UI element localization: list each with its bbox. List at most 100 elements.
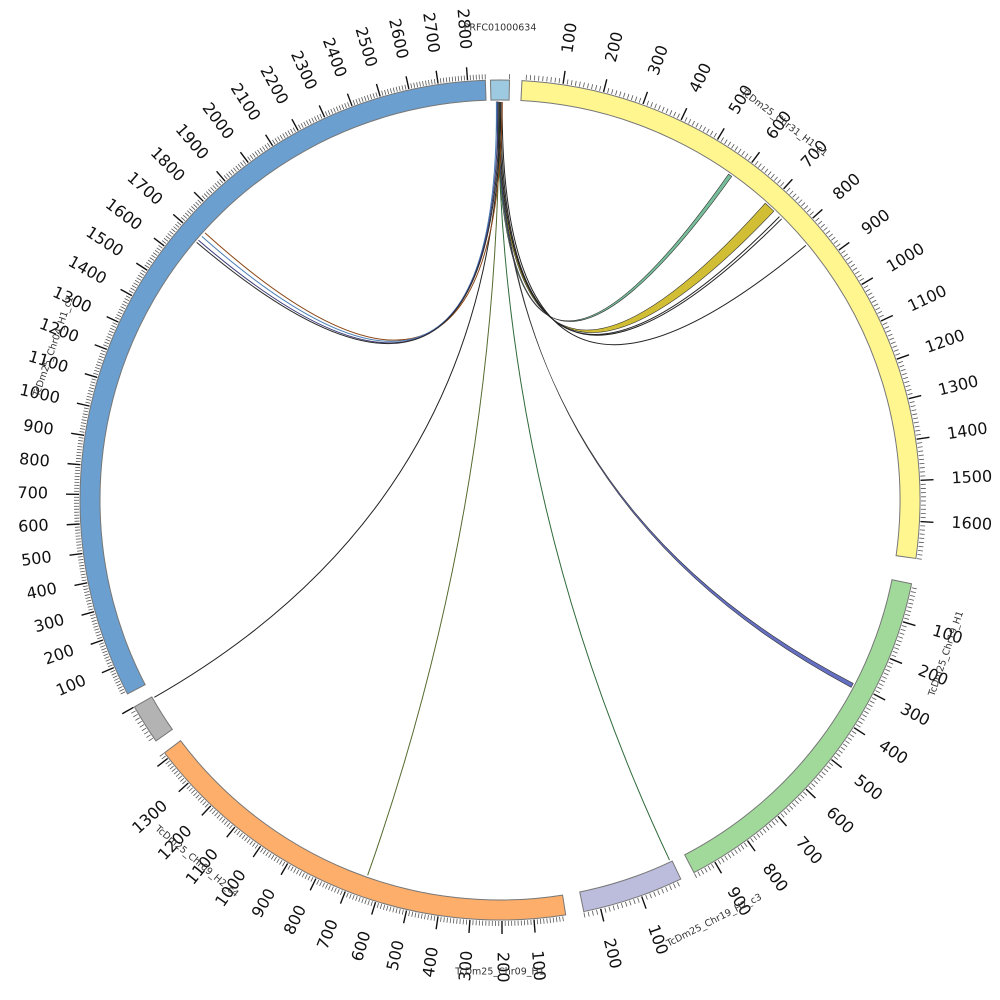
segment-4 bbox=[163, 740, 567, 921]
tick-label: 1300 bbox=[936, 371, 980, 399]
major-tick bbox=[861, 277, 874, 286]
major-tick bbox=[74, 582, 88, 587]
major-tick bbox=[468, 919, 471, 933]
link-10 bbox=[201, 102, 497, 342]
major-tick bbox=[880, 314, 894, 322]
tick-label: 1700 bbox=[123, 168, 166, 209]
tick-label: 800 bbox=[280, 902, 310, 938]
major-tick bbox=[172, 213, 184, 224]
tick-label: 2400 bbox=[319, 35, 351, 80]
major-tick bbox=[81, 611, 95, 616]
link-1 bbox=[497, 101, 775, 333]
major-tick bbox=[680, 107, 688, 121]
tick-label: 2100 bbox=[227, 80, 265, 125]
minor-ticks-2 bbox=[694, 587, 917, 879]
major-tick bbox=[280, 863, 289, 876]
major-tick bbox=[599, 908, 605, 922]
major-tick bbox=[716, 128, 725, 140]
tick-label: 1200 bbox=[922, 325, 967, 357]
major-tick bbox=[94, 344, 108, 351]
major-tick bbox=[346, 93, 353, 107]
major-tick bbox=[777, 815, 788, 827]
segment-0 bbox=[489, 79, 511, 101]
major-tick bbox=[602, 79, 608, 93]
major-tick bbox=[264, 134, 274, 147]
segment-1 bbox=[520, 80, 921, 560]
major-tick bbox=[135, 262, 148, 271]
major-tick bbox=[812, 208, 823, 219]
tick-label: 100 bbox=[528, 950, 549, 982]
major-tick bbox=[339, 891, 346, 904]
tick-label: 2000 bbox=[199, 99, 239, 143]
major-tick bbox=[71, 432, 85, 436]
major-tick bbox=[90, 639, 104, 645]
tick-label: 300 bbox=[32, 610, 66, 636]
major-tick bbox=[121, 706, 134, 715]
major-tick bbox=[920, 479, 934, 482]
link-12 bbox=[196, 102, 500, 345]
major-tick bbox=[902, 621, 916, 627]
tick-label: 200 bbox=[600, 936, 626, 970]
tick-label: 2600 bbox=[385, 17, 412, 61]
major-tick bbox=[375, 83, 381, 97]
segment-6 bbox=[79, 79, 487, 695]
segment-label: TcDm25_Chr09_H1 bbox=[454, 967, 544, 978]
tick-label: 1000 bbox=[883, 239, 928, 276]
major-tick bbox=[67, 462, 81, 466]
major-tick bbox=[156, 757, 169, 767]
major-tick bbox=[714, 861, 723, 874]
tick-label: 600 bbox=[347, 929, 374, 964]
major-tick bbox=[920, 520, 934, 523]
major-tick bbox=[853, 727, 866, 736]
major-tick bbox=[805, 788, 816, 799]
tick-label: 200 bbox=[494, 952, 513, 983]
major-tick bbox=[838, 241, 850, 251]
segment-label: TcDm25_Chr19_H2_c3 bbox=[664, 892, 764, 950]
major-tick bbox=[642, 91, 649, 105]
major-tick bbox=[153, 237, 165, 247]
link-9 bbox=[204, 102, 503, 341]
tick-label: 700 bbox=[313, 917, 342, 952]
tick-label: 400 bbox=[419, 946, 442, 979]
major-tick bbox=[908, 394, 922, 400]
major-tick bbox=[309, 878, 317, 891]
tick-label: 900 bbox=[248, 885, 280, 921]
major-tick bbox=[783, 178, 793, 190]
link-2 bbox=[498, 101, 780, 335]
segment-label: TcDm25_Chr31_H1_c1 bbox=[738, 86, 830, 159]
tick-label: 1400 bbox=[946, 418, 989, 443]
link-11 bbox=[198, 102, 499, 344]
tick-label: 300 bbox=[897, 699, 933, 730]
tick-label: 900 bbox=[858, 205, 894, 238]
tick-label: 200 bbox=[601, 30, 627, 64]
major-tick bbox=[252, 845, 262, 858]
major-tick bbox=[533, 919, 536, 933]
major-tick bbox=[106, 315, 119, 323]
segment-label: TcDm25_Chr04_H1_c1 bbox=[31, 295, 76, 399]
tick-label: 200 bbox=[41, 640, 76, 668]
minor-ticks-6 bbox=[73, 74, 486, 695]
tick-label: 2500 bbox=[352, 25, 382, 69]
major-tick bbox=[69, 552, 83, 556]
major-tick bbox=[465, 67, 469, 81]
link-3 bbox=[500, 102, 783, 336]
tick-label: 100 bbox=[557, 21, 580, 54]
major-tick bbox=[889, 657, 903, 665]
major-tick bbox=[873, 693, 886, 701]
major-tick bbox=[216, 170, 226, 182]
tick-label: 800 bbox=[18, 449, 50, 470]
tick-label: 1800 bbox=[147, 143, 189, 185]
segment-2 bbox=[684, 579, 913, 874]
tick-label: 500 bbox=[383, 938, 408, 972]
ticks-layer bbox=[66, 67, 934, 934]
tick-label: 400 bbox=[876, 736, 912, 769]
tick-label: 2700 bbox=[419, 11, 444, 54]
tick-label: 1600 bbox=[102, 194, 146, 234]
tick-label: 700 bbox=[17, 483, 48, 502]
major-tick bbox=[746, 840, 756, 852]
major-tick bbox=[405, 76, 410, 90]
ideograms-layer bbox=[79, 79, 921, 921]
link-4 bbox=[501, 102, 807, 346]
tick-label: 700 bbox=[792, 833, 826, 868]
